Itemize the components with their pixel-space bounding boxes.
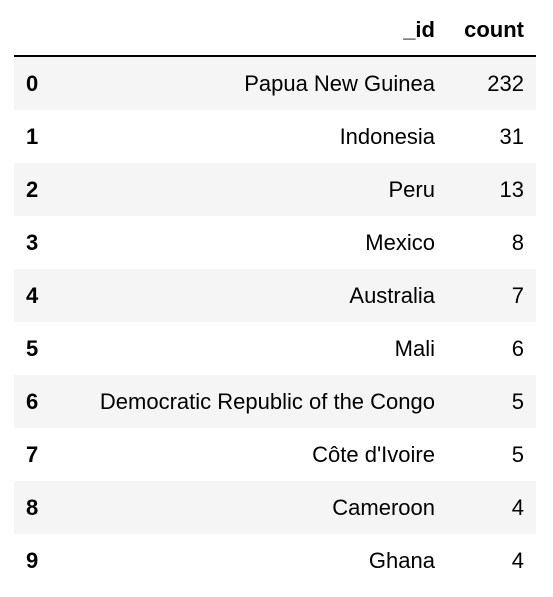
country-cell: Papua New Guinea xyxy=(244,70,435,96)
table-row: 3 Mexico 8 xyxy=(14,216,536,269)
dataframe-table: _id count 0 Papua New Guinea 232 1 Indon… xyxy=(14,4,536,587)
row-index: 8 xyxy=(26,494,39,520)
count-cell: 232 xyxy=(487,70,524,96)
count-cell: 6 xyxy=(511,335,524,361)
country-cell: Côte d'Ivoire xyxy=(312,441,435,467)
table-row: 4 Australia 7 xyxy=(14,269,536,322)
count-cell: 4 xyxy=(511,494,524,520)
row-index: 1 xyxy=(26,123,39,149)
count-cell: 31 xyxy=(499,123,524,149)
row-index: 4 xyxy=(26,282,39,308)
table-row: 9 Ghana 4 xyxy=(14,534,536,587)
count-cell: 13 xyxy=(499,176,524,202)
row-index: 0 xyxy=(26,70,39,96)
count-column-header: count xyxy=(446,4,536,57)
country-cell: Mexico xyxy=(365,229,435,255)
header-row: _id count xyxy=(14,4,536,57)
country-cell: Democratic Republic of the Congo xyxy=(99,388,435,414)
table-row: 6 Democratic Republic of the Congo 5 xyxy=(14,375,536,428)
country-cell: Indonesia xyxy=(339,123,435,149)
table-row: 1 Indonesia 31 xyxy=(14,110,536,163)
count-cell: 5 xyxy=(511,388,524,414)
country-cell: Cameroon xyxy=(332,494,435,520)
table-row: 0 Papua New Guinea 232 xyxy=(14,56,536,110)
count-cell: 5 xyxy=(511,441,524,467)
id-column-header: _id xyxy=(66,4,447,57)
index-column-header xyxy=(14,4,66,57)
country-cell: Ghana xyxy=(368,547,435,573)
table-row: 2 Peru 13 xyxy=(14,163,536,216)
table-header: _id count xyxy=(14,4,536,57)
row-index: 9 xyxy=(26,547,39,573)
row-index: 6 xyxy=(26,388,39,414)
country-cell: Peru xyxy=(388,176,435,202)
count-cell: 8 xyxy=(511,229,524,255)
table-row: 8 Cameroon 4 xyxy=(14,481,536,534)
table-body: 0 Papua New Guinea 232 1 Indonesia 31 2 … xyxy=(14,56,536,587)
row-index: 7 xyxy=(26,441,39,467)
country-cell: Mali xyxy=(394,335,435,361)
country-cell: Australia xyxy=(349,282,435,308)
table-row: 7 Côte d'Ivoire 5 xyxy=(14,428,536,481)
row-index: 5 xyxy=(26,335,39,361)
count-cell: 7 xyxy=(511,282,524,308)
row-index: 2 xyxy=(26,176,39,202)
count-cell: 4 xyxy=(511,547,524,573)
row-index: 3 xyxy=(26,229,39,255)
table-row: 5 Mali 6 xyxy=(14,322,536,375)
